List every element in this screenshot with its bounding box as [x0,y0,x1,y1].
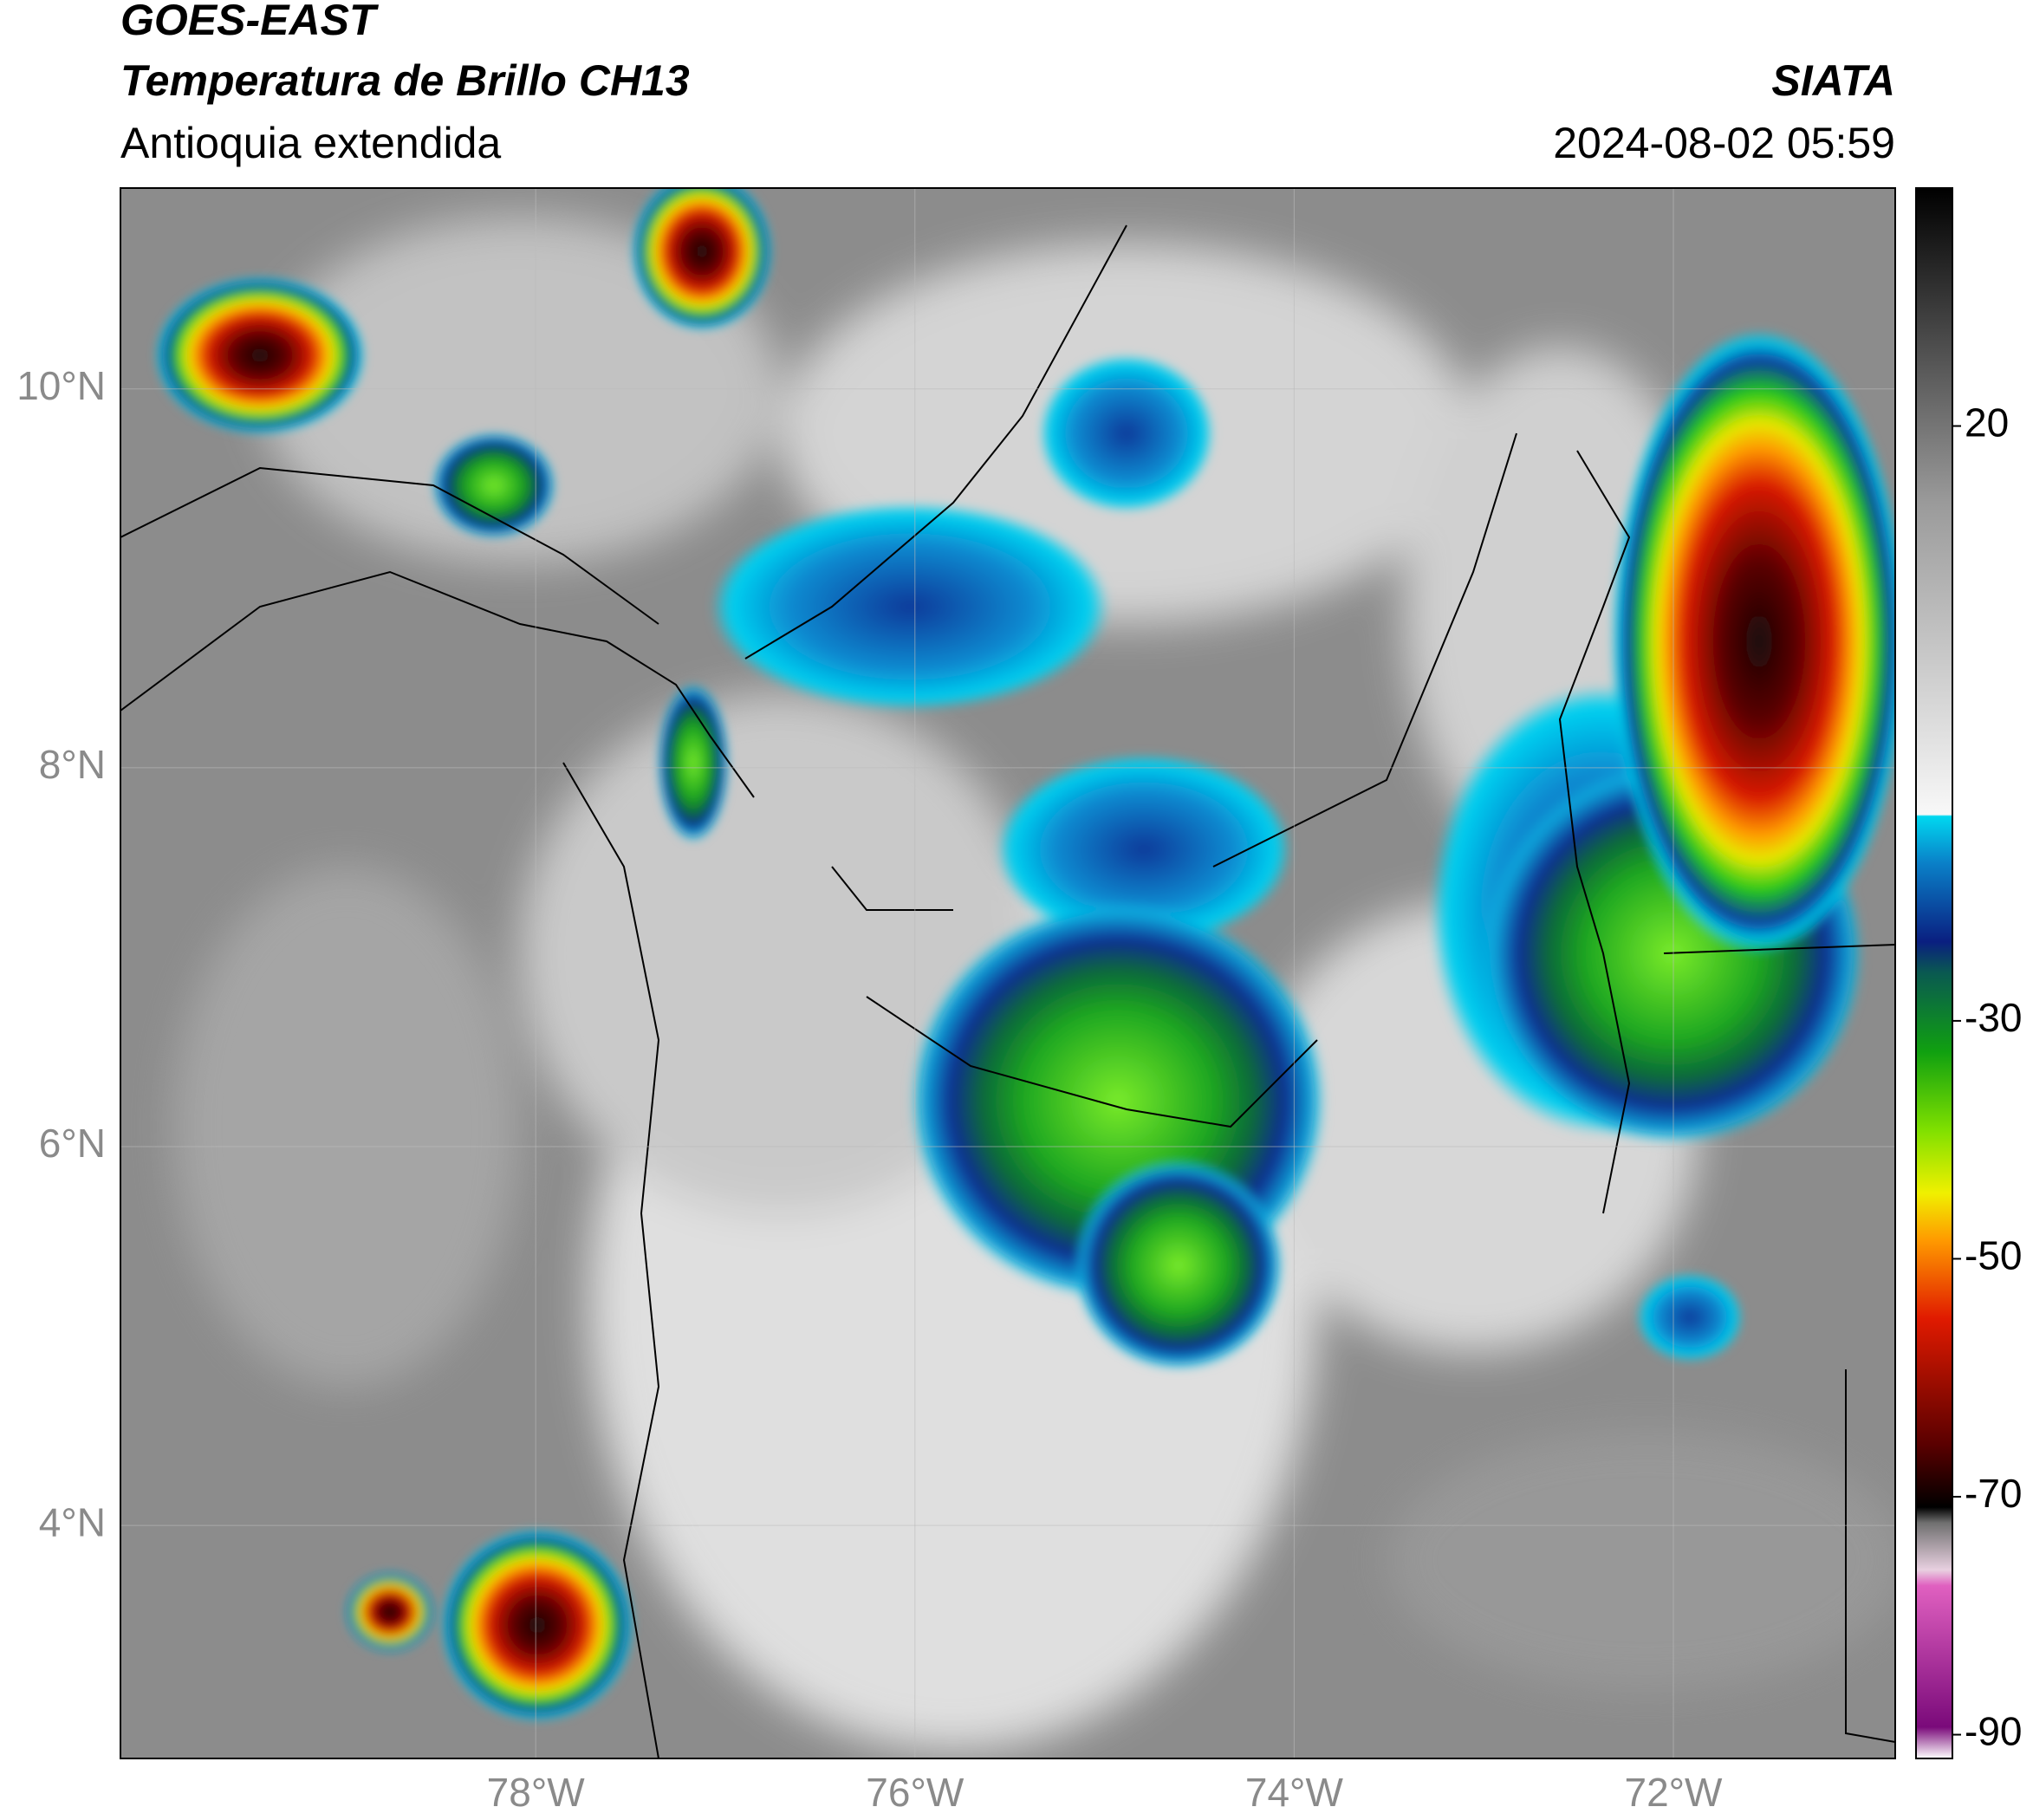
y-tick-label: 10°N [16,363,106,408]
colorbar-tick-label: 20 [1965,400,2009,445]
map-frame [120,187,1896,1759]
x-tick-label: 74°W [1245,1770,1344,1815]
x-tick-label: 76°W [866,1770,965,1815]
x-tick-label: 72°W [1625,1770,1724,1815]
colorbar [1915,187,1953,1759]
y-tick-label: 4°N [39,1499,106,1544]
title-product: Temperatura de Brillo CH13 [120,56,690,105]
colorbar-tick-label: -70 [1965,1471,2022,1516]
satellite-image [120,188,1895,1758]
colorbar-tick-label: -50 [1965,1233,2022,1278]
x-tick-label: 78°W [487,1770,586,1815]
y-tick-label: 6°N [39,1121,106,1166]
subtitle-region: Antioquia extendida [120,119,501,167]
colorbar-tick-label: -90 [1965,1709,2022,1754]
title-satellite: GOES-EAST [120,0,380,44]
source: SIATA [1771,56,1895,105]
timestamp: 2024-08-02 05:59 [1553,119,1895,167]
y-tick-label: 8°N [39,742,106,787]
colorbar-tick-label: -30 [1965,995,2022,1040]
